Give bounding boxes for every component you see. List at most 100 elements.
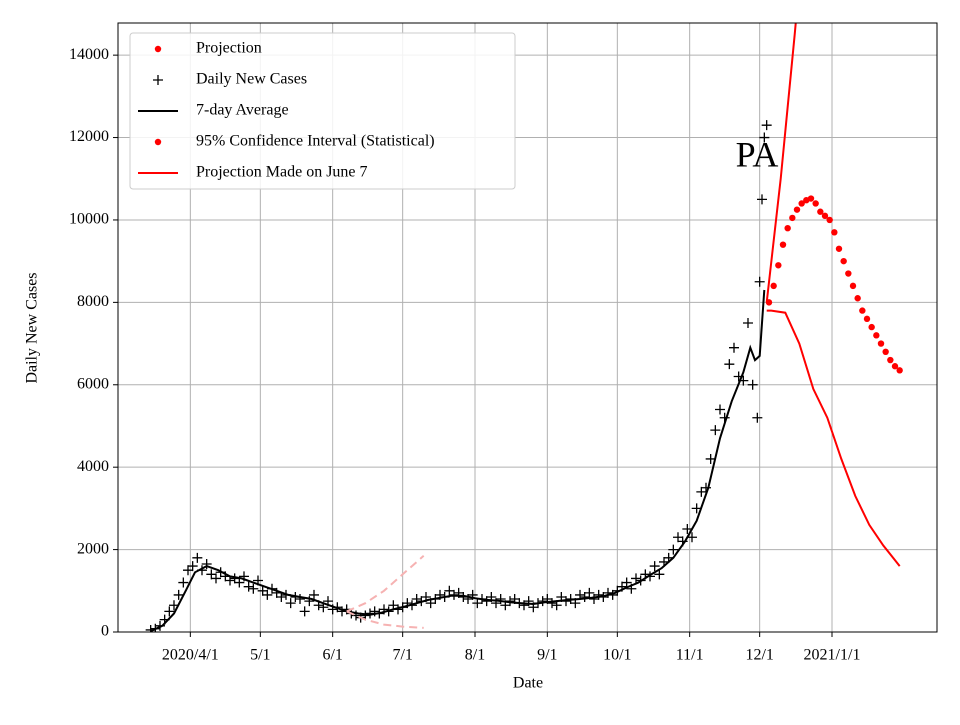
- projection-dot: [817, 208, 824, 215]
- x-tick-label: 2020/4/1: [162, 647, 219, 664]
- case-marker: [248, 583, 259, 594]
- case-marker: [537, 596, 548, 607]
- case-marker: [313, 600, 324, 611]
- case-marker: [467, 589, 478, 600]
- case-marker: [369, 606, 380, 617]
- case-marker: [757, 194, 767, 205]
- legend-label: 7-day Average: [196, 102, 289, 119]
- case-marker: [733, 371, 744, 382]
- y-tick-label: 10000: [69, 211, 109, 228]
- x-tick-label: 10/1: [603, 647, 631, 664]
- case-marker: [225, 575, 235, 586]
- case-marker: [673, 532, 683, 543]
- case-marker: [393, 604, 403, 615]
- case-marker: [397, 602, 408, 613]
- projection-dot: [845, 270, 852, 277]
- case-marker: [187, 561, 198, 572]
- case-marker: [276, 591, 287, 602]
- case-marker: [262, 589, 273, 600]
- case-marker: [533, 598, 543, 609]
- case-marker: [617, 581, 627, 592]
- projection-dot: [770, 282, 777, 290]
- case-marker: [253, 575, 263, 586]
- case-marker: [183, 565, 193, 576]
- case-marker: [351, 610, 361, 621]
- projection-dot: [863, 315, 871, 323]
- legend-box: [129, 32, 516, 190]
- case-marker: [640, 569, 651, 580]
- case-marker: [257, 585, 268, 596]
- case-marker: [738, 375, 749, 386]
- case-marker: [164, 606, 175, 617]
- projection-dot: [798, 200, 805, 207]
- case-marker: [754, 276, 765, 287]
- projection-dot: [807, 195, 815, 202]
- case-marker: [705, 453, 716, 464]
- case-marker: [645, 571, 655, 582]
- case-marker: [710, 425, 721, 436]
- projection-dot: [784, 224, 791, 232]
- case-marker: [299, 606, 310, 617]
- case-marker: [701, 482, 711, 493]
- case-marker: [201, 559, 212, 570]
- projection-dot: [835, 245, 843, 252]
- case-marker: [402, 598, 413, 609]
- case-marker: [621, 577, 632, 588]
- y-tick-label: 12000: [69, 128, 109, 145]
- case-marker: [309, 589, 319, 600]
- case-marker: [430, 594, 441, 605]
- case-marker: [724, 359, 735, 370]
- case-marker: [388, 600, 399, 611]
- projection-dot: [840, 257, 847, 265]
- case-marker: [607, 589, 618, 600]
- y-tick-label: 14000: [69, 46, 109, 63]
- case-marker: [584, 587, 595, 598]
- case-marker: [729, 342, 739, 353]
- case-marker: [551, 600, 562, 611]
- y-tick-label: 6000: [77, 375, 109, 392]
- case-marker: [687, 532, 697, 543]
- case-marker: [318, 602, 329, 613]
- case-marker: [215, 567, 226, 578]
- case-marker: [234, 577, 245, 588]
- case-marker: [659, 556, 669, 567]
- case-marker: [542, 594, 553, 605]
- legend-label: Daily New Cases: [196, 71, 307, 88]
- case-marker: [229, 573, 240, 584]
- annotation: PA: [736, 134, 779, 174]
- case-marker: [486, 591, 497, 602]
- case-marker: [747, 379, 758, 390]
- legend-marker: [153, 75, 163, 85]
- case-marker: [169, 600, 179, 611]
- legend: Projection Daily New Cases 7-day Average 95…: [129, 32, 516, 190]
- case-marker: [598, 591, 609, 602]
- case-marker: [500, 600, 511, 611]
- x-tick-label: 9/1: [537, 647, 557, 664]
- case-marker: [145, 624, 156, 632]
- case-marker: [495, 594, 506, 605]
- projection-dot: [891, 363, 899, 370]
- ci-upper-line: [765, 23, 797, 303]
- case-marker: [304, 596, 315, 607]
- x-tick-label: 6/1: [322, 647, 342, 664]
- case-marker: [509, 594, 520, 605]
- case-marker: [379, 604, 389, 615]
- legend-label: Projection: [196, 40, 262, 57]
- case-marker: [295, 594, 305, 605]
- case-marker: [579, 591, 590, 602]
- projection-dot: [873, 332, 880, 339]
- case-marker: [575, 589, 585, 600]
- ci-lower-line: [766, 309, 901, 567]
- x-tick-label: 7/1: [392, 647, 412, 664]
- case-marker: [759, 132, 770, 143]
- legend-label: Projection Made on June 7: [196, 164, 368, 181]
- case-marker: [626, 583, 637, 594]
- legend-label: 95% Confidence Interval (Statistical): [196, 133, 435, 150]
- projection-dot: [859, 307, 866, 314]
- case-marker: [416, 596, 427, 607]
- projection-dot: [779, 241, 787, 248]
- case-marker: [514, 598, 525, 609]
- x-tick-label: 5/1: [250, 647, 270, 664]
- case-marker: [649, 561, 660, 572]
